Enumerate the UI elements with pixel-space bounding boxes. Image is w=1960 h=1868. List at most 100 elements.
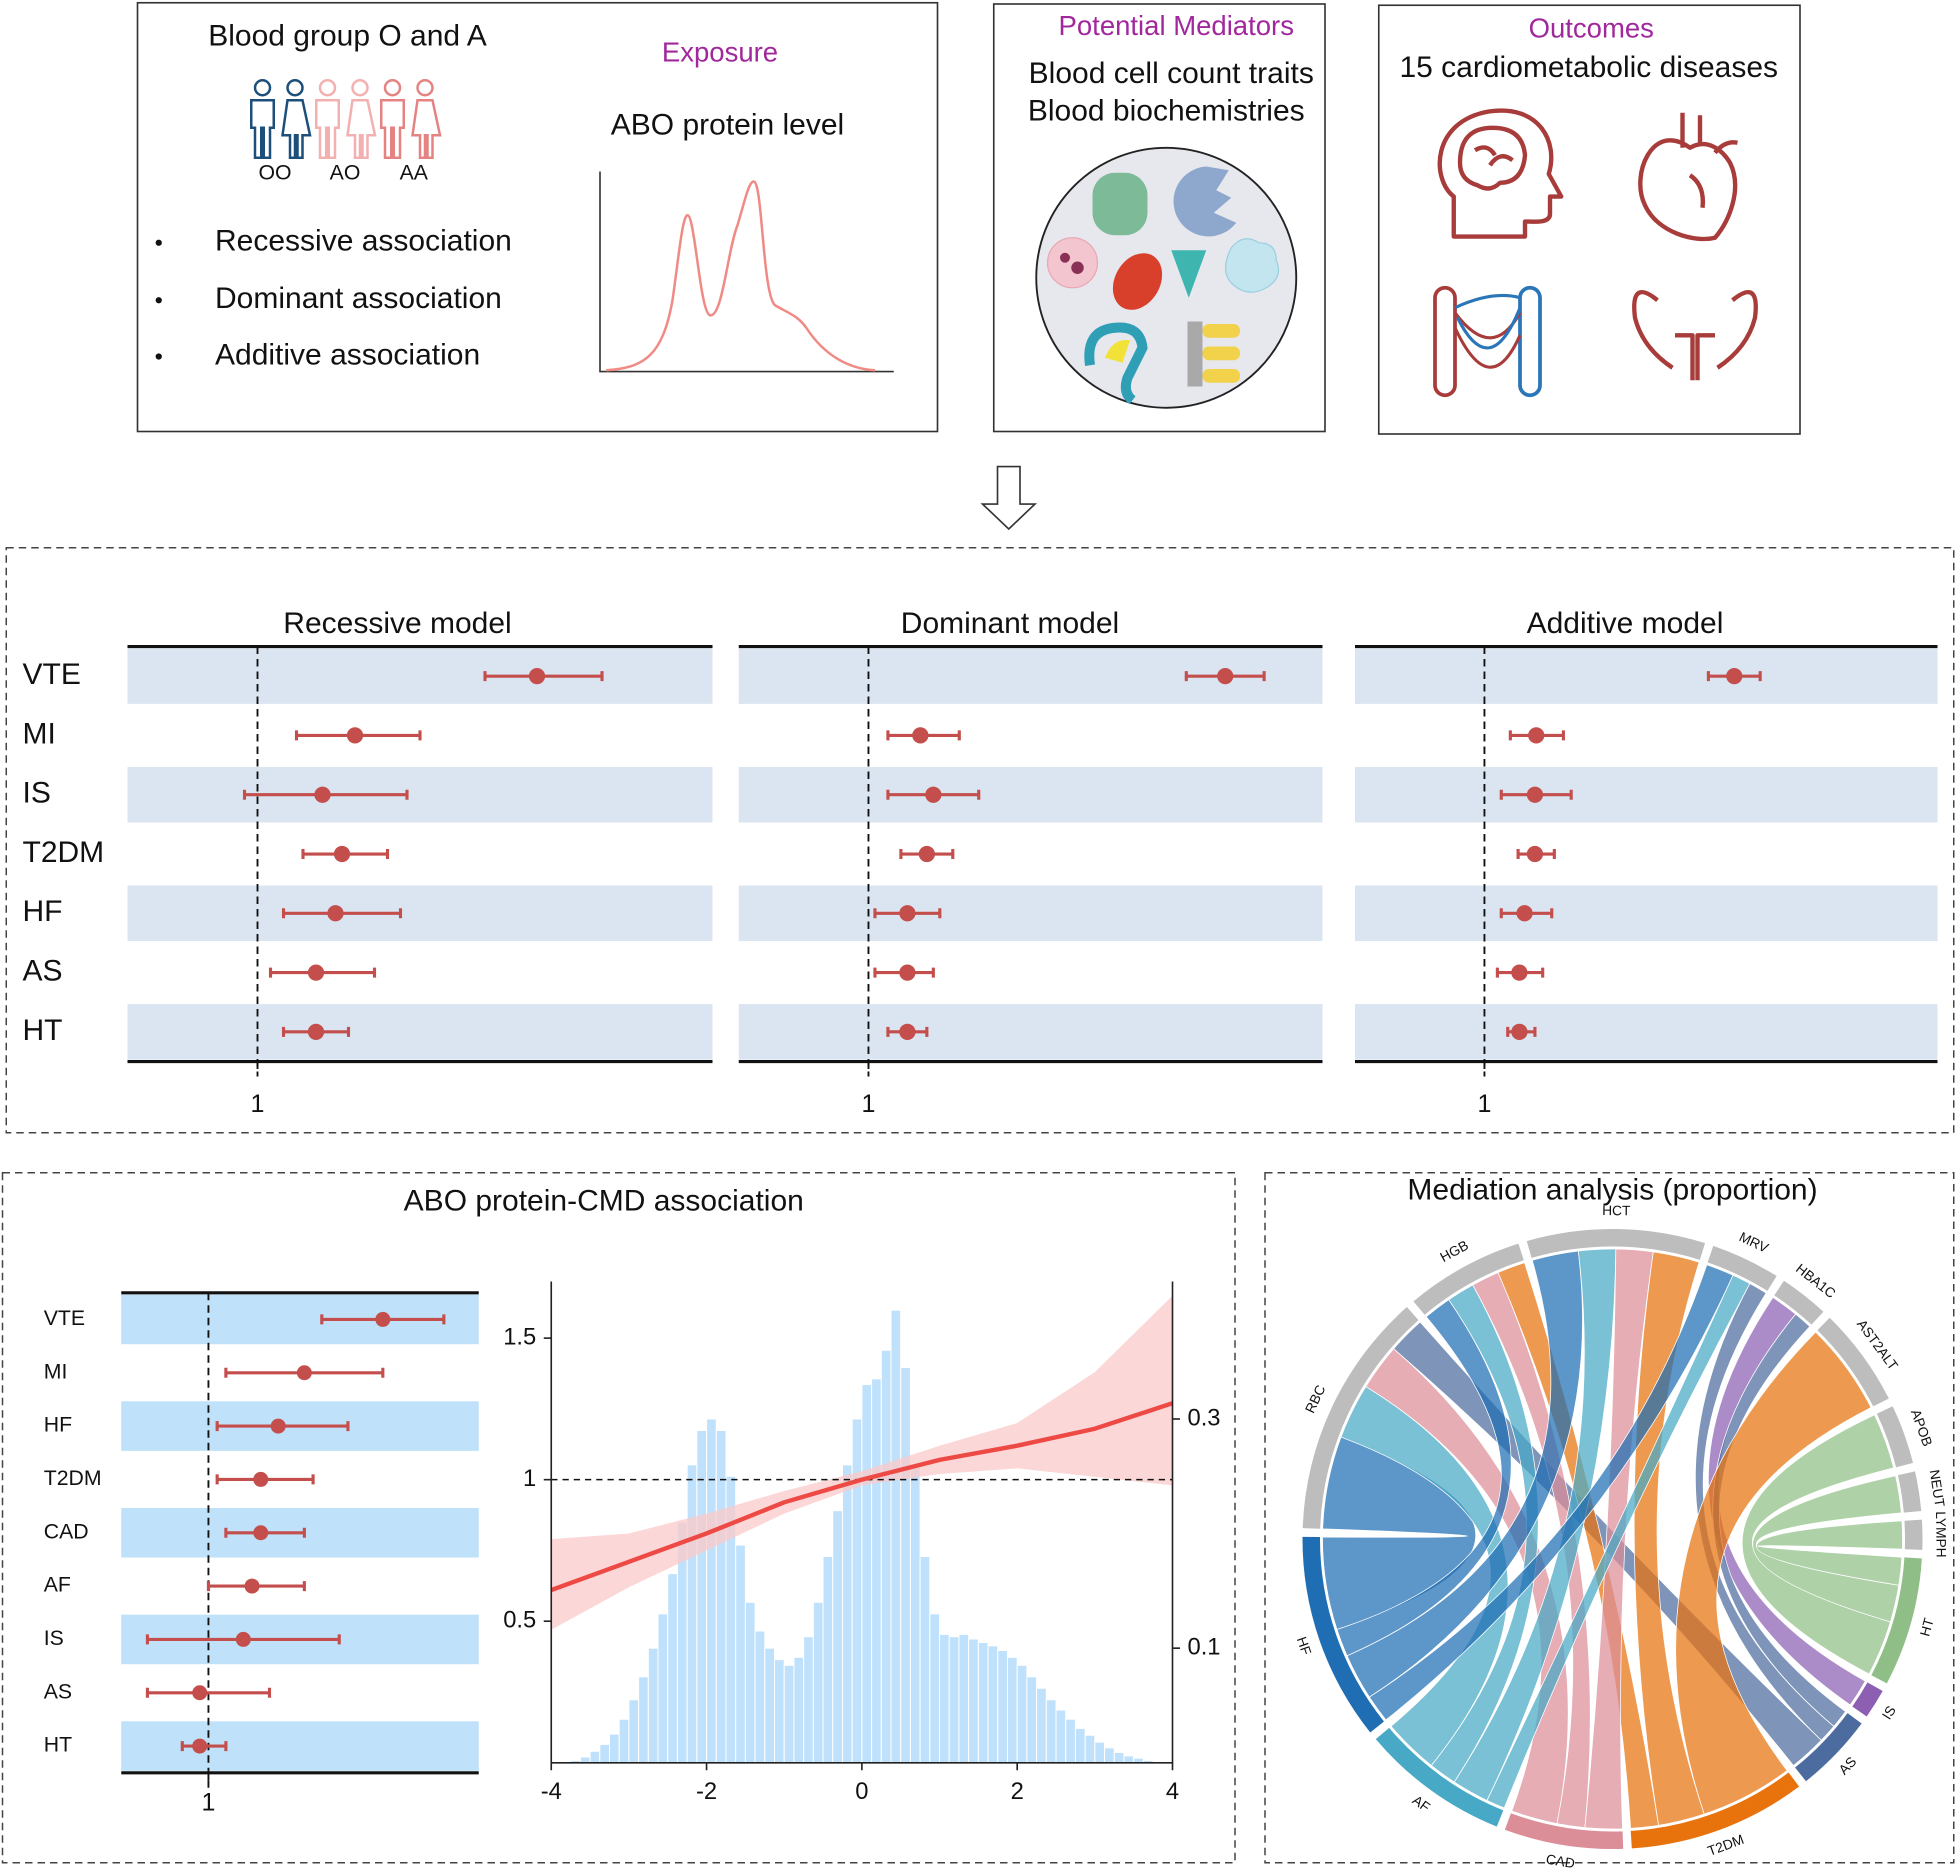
row-band (1355, 648, 1938, 704)
genotype-label: OO (258, 161, 291, 185)
point (296, 1365, 312, 1381)
x-tick-label: -2 (696, 1778, 717, 1805)
y-tick-label: 1.5 (503, 1323, 536, 1350)
row-label: HF (23, 895, 63, 928)
y2-tick-label: 0.1 (1188, 1633, 1221, 1660)
histogram-bar (744, 1601, 756, 1764)
row-band (738, 766, 1323, 823)
row-band (738, 1004, 1323, 1060)
histogram-bar (958, 1633, 970, 1764)
group-label: CAD (1545, 1852, 1576, 1868)
histogram-bar (929, 1613, 941, 1764)
group-label: AF (1410, 1793, 1433, 1815)
histogram-bar (647, 1647, 659, 1764)
person-icon (315, 79, 340, 159)
row-band (127, 885, 713, 942)
panel-subtitle: 15 cardiometabolic diseases (1399, 51, 1778, 84)
point (1511, 964, 1528, 981)
cell-icon (1092, 172, 1148, 236)
dashed-panel (5, 547, 1955, 1134)
bullet (155, 353, 162, 360)
cell-icon (1187, 321, 1203, 387)
row-label: AS (44, 1679, 72, 1703)
x-tick-label: -4 (541, 1778, 562, 1805)
row-label: VTE (44, 1306, 85, 1330)
x-tick-label: 1 (251, 1090, 265, 1118)
spline-line (550, 1401, 1174, 1593)
row-band (121, 1721, 479, 1771)
row-band (738, 885, 1323, 942)
histogram-bar (1074, 1727, 1086, 1764)
x-tick-label: 1 (862, 1090, 876, 1118)
point (1511, 1023, 1528, 1040)
histogram-bar (1006, 1656, 1018, 1764)
panel-box (992, 3, 1326, 433)
cell-icon (1171, 250, 1207, 298)
point (528, 668, 546, 685)
histogram-bar (1123, 1755, 1135, 1764)
group-label: AS (1836, 1754, 1860, 1778)
row-band (127, 766, 713, 823)
cell-icon (1202, 369, 1240, 383)
group-arc (1876, 1406, 1914, 1468)
x-tick-label: 1 (201, 1789, 215, 1817)
person-icon (411, 79, 442, 159)
point (912, 727, 929, 744)
histogram-bar (579, 1756, 591, 1764)
chart-title: Additive model (1527, 607, 1724, 640)
point (244, 1578, 260, 1594)
histogram-bar (1016, 1664, 1028, 1764)
histogram-bar (841, 1464, 853, 1764)
point (253, 1471, 269, 1487)
histogram-bar (589, 1750, 601, 1764)
chord-ribbon (1675, 1331, 1872, 1815)
histogram-bar (774, 1659, 785, 1764)
histogram-bar (1094, 1741, 1106, 1764)
outcome-icons (1437, 108, 1758, 381)
histogram-bar (861, 1384, 873, 1764)
row-label: HT (23, 1014, 63, 1047)
point (270, 1418, 286, 1434)
cell-icon (1173, 166, 1237, 237)
point (307, 1023, 325, 1040)
histogram-bar (1065, 1718, 1076, 1764)
cell-icon (1084, 322, 1148, 405)
error-bar (145, 1687, 272, 1698)
chart-title: Recessive model (283, 607, 511, 640)
group-label: RBC (1302, 1383, 1328, 1416)
chord-ribbon (1486, 1274, 1751, 1809)
group-label: HGB (1438, 1238, 1471, 1266)
person-icon (281, 79, 312, 159)
panel-title: Outcomes (1529, 13, 1654, 44)
histogram-bar (812, 1601, 824, 1764)
row-label: IS (44, 1626, 64, 1650)
chord-ribbon (1756, 1520, 1903, 1586)
histogram-bar (968, 1638, 979, 1764)
vessel-icon (1433, 285, 1457, 398)
histogram-bar (1084, 1734, 1096, 1764)
histogram-bar (638, 1676, 649, 1764)
row-label: T2DM (23, 836, 105, 869)
point (1726, 668, 1743, 685)
person-icon (380, 79, 405, 159)
point (899, 964, 916, 981)
chord-ribbon (1368, 1264, 1734, 1721)
row-label: AS (23, 954, 63, 987)
point (925, 786, 942, 803)
group-label: APOB (1908, 1407, 1935, 1448)
point (899, 905, 916, 922)
y2-tick-label: 0.3 (1188, 1404, 1221, 1431)
histogram-bar (764, 1647, 776, 1764)
group-arc (1504, 1813, 1624, 1849)
histogram-bar (900, 1366, 911, 1764)
histogram-bar (987, 1645, 999, 1764)
point (1217, 668, 1234, 685)
histogram-bar (793, 1656, 805, 1764)
point (1516, 905, 1533, 922)
group-arc (1871, 1557, 1922, 1684)
dashed-panel (1264, 1172, 1955, 1864)
cell-icon (1060, 252, 1070, 263)
point (346, 727, 364, 744)
group-arc (1707, 1245, 1777, 1291)
